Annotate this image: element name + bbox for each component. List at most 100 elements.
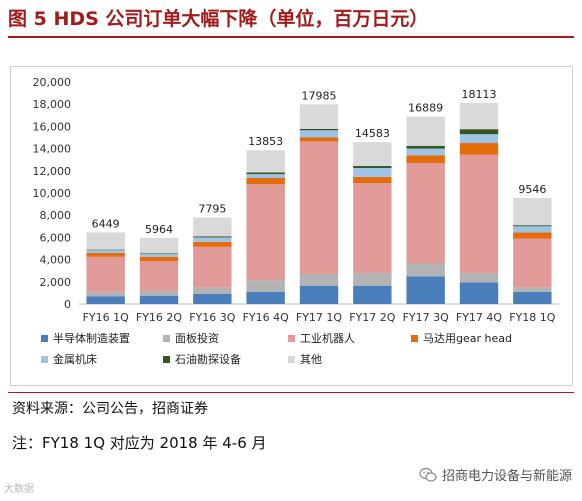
bar-segment: [86, 253, 124, 257]
bar-segment: [193, 287, 231, 294]
bar-segment: [140, 291, 178, 296]
bar-segment: [513, 292, 551, 304]
bar-segment: [406, 276, 444, 304]
bar-segment: [193, 294, 231, 304]
bar-segment: [406, 163, 444, 263]
bar-segment: [246, 292, 284, 304]
y-tick-label: 6,000: [40, 231, 72, 244]
bar-segment: [140, 257, 178, 261]
corner-logo-text: 大数据: [4, 480, 34, 495]
legend-swatch: [288, 356, 295, 363]
total-data-label: 16889: [408, 102, 443, 115]
x-tick-label: FY17 4Q: [456, 311, 503, 324]
bar-segment: [353, 142, 391, 166]
x-tick-label: FY17 1Q: [296, 311, 343, 324]
stacked-bar-chart: 0 2,000 4,000 6,000 8,000 10,000 12,000 14,000 1…: [11, 67, 572, 385]
x-tick-label: FY17 3Q: [403, 311, 450, 324]
bar-segment: [86, 257, 124, 292]
bar-segment: [460, 155, 498, 273]
bar-segment: [406, 146, 444, 149]
bar-segment: [353, 273, 391, 286]
bar-segment: [193, 236, 231, 237]
bar-segment: [406, 117, 444, 146]
bar-segment: [300, 130, 338, 137]
bar-segment: [193, 217, 231, 236]
total-data-label: 14583: [355, 127, 390, 140]
bar-segment: [513, 232, 551, 238]
x-tick-label: FY16 4Q: [243, 311, 290, 324]
bar-segment: [300, 141, 338, 274]
y-tick-label: 4,000: [40, 254, 72, 267]
bar-segment: [353, 183, 391, 273]
bar-segment: [513, 225, 551, 226]
x-tick-label: FY17 2Q: [349, 311, 396, 324]
watermark: 招商电力设备与新能源: [419, 465, 572, 484]
legend-swatch: [41, 335, 48, 342]
y-tick-label: 12,000: [33, 165, 72, 178]
bar-segment: [140, 254, 178, 257]
bar-segment: [140, 261, 178, 290]
bar-segment: [246, 174, 284, 178]
bar-segment: [86, 296, 124, 304]
total-data-label: 18113: [462, 88, 497, 101]
y-tick-label: 18,000: [33, 98, 72, 111]
bar-segment: [246, 184, 284, 280]
bar-segment: [460, 273, 498, 282]
y-tick-label: 20,000: [33, 76, 72, 89]
bar-segment: [246, 280, 284, 292]
bar-segment: [513, 239, 551, 288]
wechat-icon: [419, 466, 437, 484]
chart-frame: 0 2,000 4,000 6,000 8,000 10,000 12,000 14,000 1…: [10, 66, 573, 386]
bar-segment: [300, 286, 338, 304]
y-tick-label: 2,000: [40, 276, 72, 289]
bar-segment: [140, 253, 178, 254]
total-data-label: 17985: [302, 89, 337, 102]
bar-segment: [193, 237, 231, 241]
total-data-label: 9546: [518, 183, 546, 196]
bar-segment: [86, 292, 124, 296]
x-tick-label: FY16 2Q: [136, 311, 183, 324]
x-tick-label: FY16 1Q: [83, 311, 130, 324]
y-tick-label: 0: [64, 298, 71, 311]
y-tick-label: 14,000: [33, 143, 72, 156]
legend-label: 工业机器人: [300, 331, 355, 345]
bar-segment: [460, 103, 498, 129]
watermark-text: 招商电力设备与新能源: [442, 465, 572, 484]
bar-segment: [513, 287, 551, 291]
total-data-label: 5964: [145, 223, 173, 236]
legend-label: 金属机床: [53, 352, 97, 366]
note-text: 注：FY18 1Q 对应为 2018 年 4-6 月: [12, 432, 267, 453]
bar-segment: [406, 263, 444, 276]
bar-segment: [513, 198, 551, 225]
legend-label: 面板投资: [175, 331, 219, 345]
x-tick-label: FY16 3Q: [189, 311, 236, 324]
bar-segment: [353, 166, 391, 168]
bar-segment: [246, 172, 284, 174]
bar-segment: [460, 129, 498, 134]
bar-segment: [140, 296, 178, 304]
bar-segment: [460, 143, 498, 155]
legend-label: 半导体制造装置: [53, 331, 130, 345]
bar-segment: [353, 286, 391, 304]
bar-segment: [246, 150, 284, 172]
legend-swatch: [163, 356, 170, 363]
legend-label: 其他: [300, 353, 322, 366]
legend-swatch: [288, 335, 295, 342]
legend-swatch: [41, 356, 48, 363]
y-tick-label: 10,000: [33, 187, 72, 200]
legend-swatch: [411, 335, 418, 342]
bar-segment: [300, 274, 338, 286]
bar-segment: [406, 155, 444, 163]
source-rule: [8, 392, 574, 393]
y-tick-label: 16,000: [33, 120, 72, 133]
legend-swatch: [163, 335, 170, 342]
bar-segment: [460, 282, 498, 304]
bar-segment: [193, 247, 231, 288]
title-rule: [8, 36, 574, 38]
total-data-label: 13853: [248, 135, 283, 148]
bar-segment: [86, 232, 124, 249]
bar-segment: [513, 226, 551, 232]
bar-segment: [246, 178, 284, 184]
total-data-label: 7795: [198, 202, 226, 215]
figure-title: 图 5 HDS 公司订单大幅下降（单位，百万日元）: [8, 4, 574, 34]
